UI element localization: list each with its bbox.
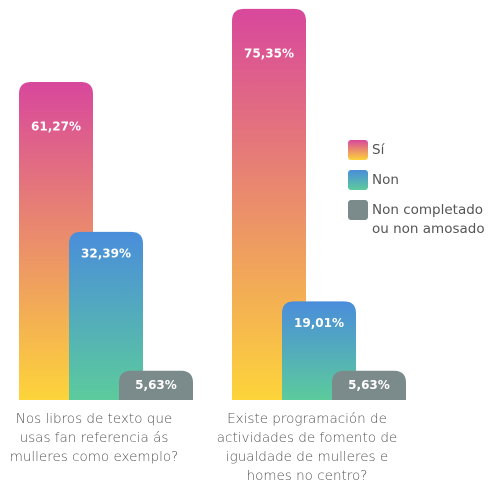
legend-swatch: [348, 140, 368, 160]
value-label: 61,27%: [31, 120, 81, 134]
bar: [119, 370, 193, 400]
bar: [69, 231, 143, 400]
value-label: 75,35%: [244, 46, 294, 60]
legend-label: Non completado ou non amosado: [372, 202, 485, 237]
bar: [332, 370, 406, 400]
legend-swatch: [348, 200, 368, 220]
legend-swatch: [348, 170, 368, 190]
legend-label: Non: [372, 172, 399, 188]
value-label: 32,39%: [81, 246, 131, 260]
category-label: Existe programación de actividades de fo…: [216, 411, 398, 484]
value-label: 19,01%: [294, 316, 344, 330]
legend-label: Sí: [372, 142, 385, 158]
value-label: 5,63%: [348, 378, 390, 392]
value-label: 5,63%: [135, 378, 177, 392]
bar: [232, 8, 306, 400]
category-label: Nos libros de texto que usas fan referen…: [9, 411, 179, 465]
